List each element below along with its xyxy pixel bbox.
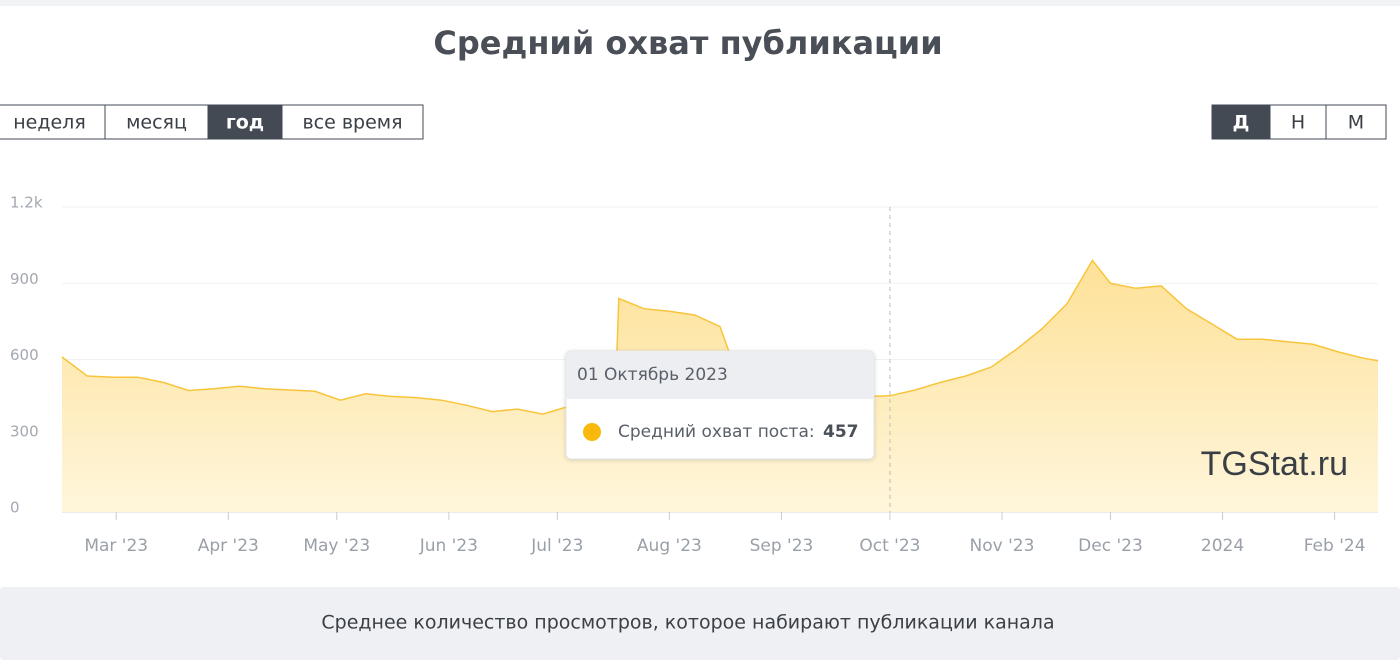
footer-box <box>0 587 1400 660</box>
x-tick-label: Sep '23 <box>750 536 814 556</box>
tooltip-dot <box>583 423 601 441</box>
x-tick-label: 2024 <box>1201 536 1244 556</box>
x-tick-label: Dec '23 <box>1078 536 1143 556</box>
toggle-button[interactable] <box>1211 104 1271 140</box>
tooltip-value: 457 <box>823 422 859 442</box>
top-bar <box>0 0 1400 6</box>
tooltip-label: Средний охват поста: <box>618 422 815 442</box>
y-tick-label: 900 <box>10 270 39 288</box>
toggle-button[interactable] <box>1325 104 1387 140</box>
x-tick-label: Aug '23 <box>637 536 702 556</box>
toggle-label: М <box>1348 112 1364 134</box>
toggle-label: год <box>226 112 264 134</box>
toggle-button[interactable] <box>104 104 209 140</box>
toggle-label: все время <box>302 112 402 134</box>
tooltip-title: 01 Октябрь 2023 <box>577 365 728 385</box>
y-tick-label: 0 <box>10 499 20 517</box>
x-tick-label: Oct '23 <box>859 536 920 556</box>
watermark: TGStat.ru <box>1201 445 1348 483</box>
toggle-label: Д <box>1233 112 1250 134</box>
page-title: Средний охват публикации <box>433 24 942 62</box>
toggle-label: неделя <box>13 112 86 134</box>
toggle-label: месяц <box>126 112 187 134</box>
tooltip-header <box>566 351 874 399</box>
y-tick-label: 300 <box>10 422 39 440</box>
y-tick-label: 1.2k <box>10 194 43 212</box>
toggle-button[interactable] <box>281 104 424 140</box>
x-tick-label: Jul '23 <box>530 536 583 556</box>
footer-text: Среднее количество просмотров, которое н… <box>321 612 1054 634</box>
x-tick-label: Apr '23 <box>198 536 259 556</box>
toggle-label: Н <box>1291 112 1305 134</box>
toggle-button[interactable] <box>0 104 106 140</box>
x-tick-label: Jun '23 <box>419 536 478 556</box>
y-tick-label: 600 <box>10 346 39 364</box>
toggle-button[interactable] <box>1269 104 1327 140</box>
x-tick-label: May '23 <box>303 536 370 556</box>
area-line <box>61 259 1379 415</box>
x-tick-label: Feb '24 <box>1304 536 1366 556</box>
x-tick-label: Nov '23 <box>970 536 1035 556</box>
x-tick-label: Mar '23 <box>84 536 148 556</box>
